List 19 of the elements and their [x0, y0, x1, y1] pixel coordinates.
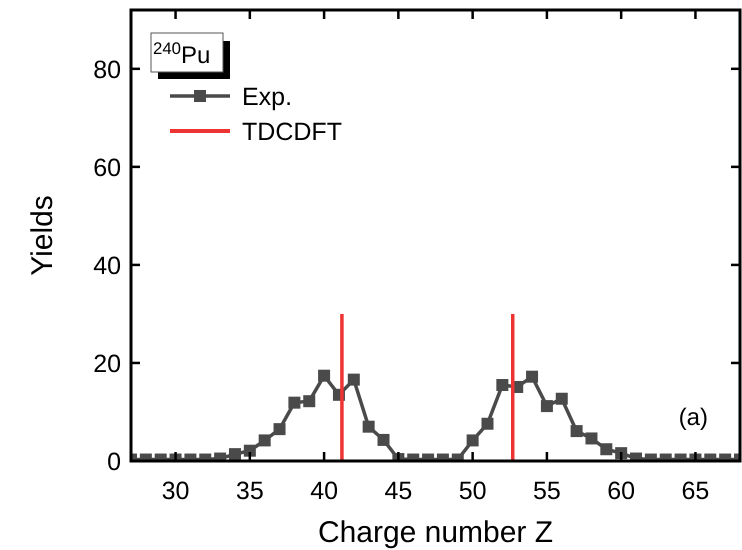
x-tick-label: 60: [607, 477, 636, 505]
annotation: $^{240}$Pu: [153, 38, 210, 69]
x-tick-label: 30: [162, 477, 190, 505]
x-tick-label: 55: [532, 477, 561, 505]
y-tick-label: 60: [93, 154, 121, 182]
y-tick-label: 40: [93, 252, 121, 280]
x-tick-label: 50: [458, 477, 487, 505]
y-tick-label: 20: [93, 350, 121, 378]
x-tick-label: 45: [384, 477, 412, 505]
legend-label: TDCDFT: [242, 118, 342, 146]
annotation: (a): [678, 404, 708, 431]
y-tick-label: 0: [107, 448, 121, 476]
legend-label: Exp.: [242, 83, 292, 111]
x-tick-label: 35: [236, 477, 264, 505]
x-axis-title: Charge number Z: [318, 516, 554, 549]
x-tick-label: 40: [310, 477, 338, 505]
y-axis-title: Yields: [26, 195, 59, 276]
x-tick-label: 65: [682, 477, 710, 505]
y-tick-label: 80: [93, 56, 121, 84]
